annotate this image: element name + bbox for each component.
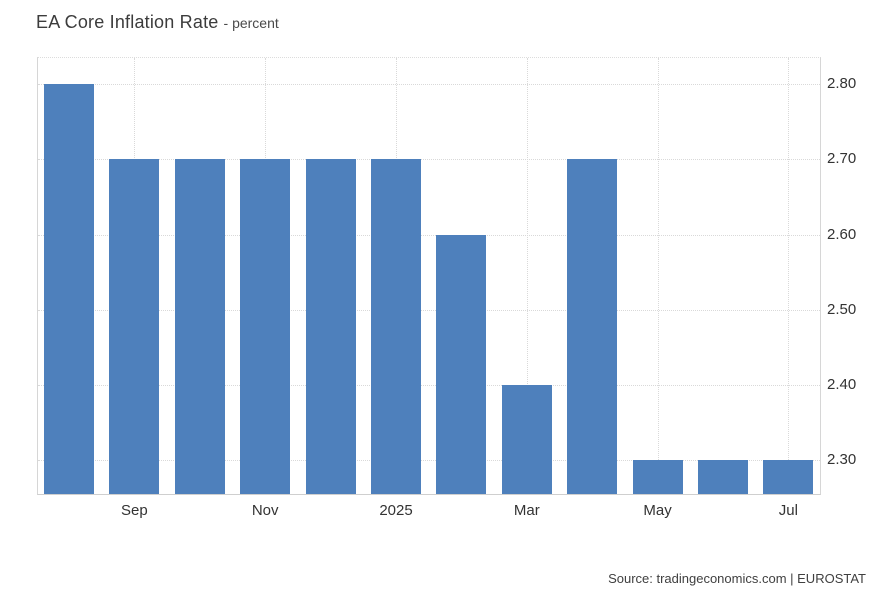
y-gridline: [38, 84, 820, 86]
chart-header: EA Core Inflation Rate - percent: [36, 12, 279, 33]
x-axis-tick-label: Jul: [778, 502, 798, 519]
y-axis-tick-label: 2.60: [827, 225, 857, 243]
bar[interactable]: [698, 460, 748, 494]
bar[interactable]: [109, 159, 160, 494]
y-axis-tick-label: 2.40: [827, 376, 857, 393]
x-axis-tick-label: 2025: [379, 502, 413, 519]
bar[interactable]: [305, 159, 356, 494]
x-axis-tick-label: Sep: [121, 502, 148, 519]
x-axis-tick-label: May: [643, 502, 672, 519]
bar[interactable]: [436, 234, 487, 494]
chart-title: EA Core Inflation Rate: [36, 12, 219, 32]
x-axis-tick-label: Mar: [513, 502, 540, 519]
y-axis-tick-label: 2.30: [827, 451, 857, 469]
source-text: Source: tradingeconomics.com | EUROSTAT: [608, 571, 866, 586]
bar[interactable]: [44, 84, 94, 494]
bar[interactable]: [763, 460, 814, 494]
bar[interactable]: [501, 385, 552, 494]
x-gridline: [788, 58, 790, 494]
plot-area: 2.30 2.40 2.50 2.60 2.70 2.80 Sep Nov 2025 Mar May…: [37, 57, 856, 519]
bar[interactable]: [174, 159, 225, 494]
y-axis-tick-label: 2.80: [827, 75, 857, 93]
bar[interactable]: [371, 159, 421, 494]
bar[interactable]: [632, 460, 683, 494]
bar[interactable]: [240, 159, 291, 494]
bar[interactable]: [567, 159, 618, 494]
x-gridline: [657, 58, 659, 494]
y-axis-tick-label: 2.70: [827, 150, 857, 168]
x-axis-tick-label: Nov: [251, 502, 279, 519]
y-axis-tick-label: 2.50: [827, 300, 857, 318]
chart-subtitle: - percent: [223, 15, 279, 31]
